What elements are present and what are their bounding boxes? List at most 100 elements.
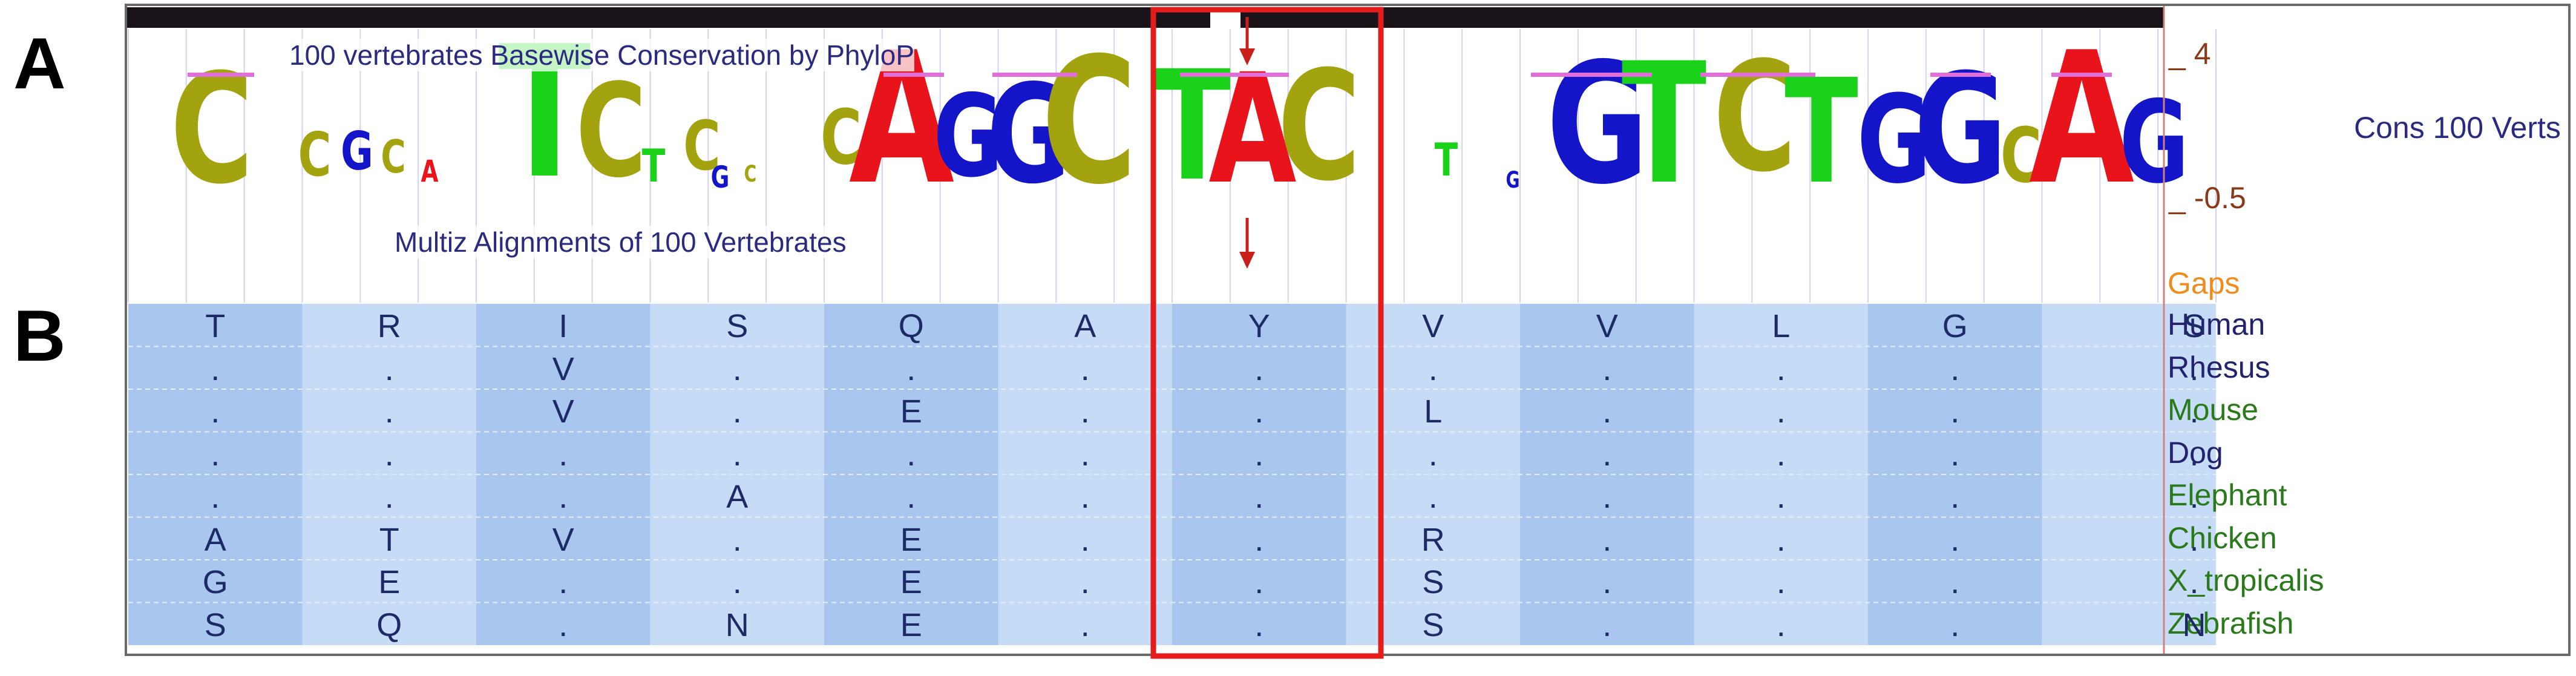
residue-cell: S: [1422, 606, 1444, 643]
logo-letter-c: C: [170, 42, 254, 218]
residue-cell: .: [1254, 393, 1264, 430]
residue-cell: S: [726, 308, 749, 344]
cons-track-label: Cons 100 Verts: [2354, 111, 2561, 145]
residue-cell: V: [552, 521, 574, 558]
residue-cell: T: [379, 521, 399, 558]
species-label: Human: [2168, 307, 2266, 341]
residue-cell: S: [1422, 564, 1444, 600]
residue-cell: .: [732, 521, 742, 558]
logo-letter-a: A: [1208, 42, 1296, 218]
residue-cell: E: [378, 564, 401, 600]
residue-cell: .: [732, 393, 742, 430]
residue-cell: .: [1602, 479, 1612, 515]
logo-letter-g: G: [1546, 27, 1648, 221]
residue-cell: .: [211, 350, 220, 387]
residue-cell: .: [1776, 521, 1786, 558]
logo-letter-g: G: [1914, 42, 2007, 218]
logo-letter-g: G: [987, 55, 1071, 214]
residue-cell: .: [1950, 606, 1960, 643]
residue-cell: Q: [376, 606, 402, 643]
logo-letter-a: A: [421, 154, 438, 189]
residue-cell: .: [384, 393, 394, 430]
conservation-bar: [1531, 73, 1652, 77]
residue-cell: .: [1080, 606, 1090, 643]
residue-cell: A: [204, 521, 226, 558]
residue-cell: .: [384, 350, 394, 387]
residue-cell: R: [1421, 521, 1445, 558]
axis-min-label: _ -0.5: [2169, 181, 2246, 215]
logo-letter-g: G: [711, 160, 730, 195]
logo-letter-c: C: [744, 160, 757, 187]
residue-cell: .: [1080, 564, 1090, 600]
residue-cell: V: [552, 350, 574, 387]
residue-cell: .: [2189, 393, 2199, 430]
residue-cell: .: [2189, 564, 2199, 600]
residue-cell: .: [559, 436, 568, 473]
position-bar: [127, 7, 2164, 28]
residue-cell: .: [1776, 436, 1786, 473]
residue-cell: .: [1254, 479, 1264, 515]
residue-cell: N: [725, 606, 749, 643]
residue-cell: .: [1602, 606, 1612, 643]
species-label: Elephant: [2168, 478, 2287, 512]
residue-cell: .: [1602, 436, 1612, 473]
residue-cell: .: [1254, 350, 1264, 387]
residue-cell: .: [1776, 606, 1786, 643]
alignment-background: [128, 304, 2216, 645]
logo-letter-g: G: [1506, 166, 1519, 193]
conservation-bar: [1700, 73, 1815, 77]
residue-cell: .: [1602, 393, 1612, 430]
residue-cell: .: [1950, 521, 1960, 558]
residue-cell: V: [552, 393, 574, 430]
residue-cell: .: [1428, 350, 1438, 387]
arrow-bottom: [1239, 218, 1255, 269]
conservation-bars: [188, 73, 2112, 77]
residue-cell: .: [1950, 479, 1960, 515]
logo-letter-c: C: [1277, 39, 1361, 215]
phylop-track-label: 100 vertebrates Basewise Conservation by…: [289, 39, 915, 71]
residue-cell: .: [906, 350, 916, 387]
logo-letter-t: T: [1153, 39, 1231, 215]
residue-cell: .: [1776, 350, 1786, 387]
residue-cell: E: [900, 564, 922, 600]
panel-label-b: B: [13, 295, 66, 376]
logo-letter-c: C: [2001, 112, 2042, 200]
residue-cell: .: [211, 436, 220, 473]
conservation-bar: [2051, 73, 2112, 77]
residue-cell: .: [1080, 436, 1090, 473]
residue-cell: .: [1776, 564, 1786, 600]
residue-cell: I: [559, 308, 568, 344]
logo-letter-c: C: [298, 119, 331, 190]
gaps-label: Gaps: [2168, 266, 2240, 300]
residue-cell: .: [732, 350, 742, 387]
residue-cell: .: [2189, 479, 2199, 515]
species-label: Mouse: [2168, 393, 2259, 427]
species-label: X_tropicalis: [2168, 563, 2324, 597]
residue-cell: .: [1776, 393, 1786, 430]
conservation-bar: [1930, 73, 1991, 77]
residue-cell: G: [202, 564, 228, 600]
residue-cell: .: [1950, 564, 1960, 600]
residue-cell: Q: [898, 308, 924, 344]
logo-letter-c: C: [381, 130, 405, 183]
logo-letter-g: G: [2119, 77, 2189, 209]
residue-cell: A: [1074, 308, 1096, 344]
residue-cell: S: [2183, 308, 2206, 344]
residue-cell: .: [211, 479, 220, 515]
residue-cell: T: [205, 308, 226, 344]
logo-letter-t: T: [1435, 133, 1458, 186]
residue-cell: V: [1596, 308, 1618, 344]
residue-cell: .: [1080, 521, 1090, 558]
residue-cell: E: [900, 606, 922, 643]
species-label: Dog: [2168, 435, 2223, 470]
highlight-box: [1150, 7, 1384, 659]
multiz-track-label: Multiz Alignments of 100 Vertebrates: [395, 226, 847, 258]
residue-cell: .: [559, 564, 568, 600]
residue-cell: .: [1428, 479, 1438, 515]
codon-column-background: [302, 304, 476, 645]
residue-cell: R: [377, 308, 401, 344]
position-marker: [1210, 10, 1240, 28]
species-label: Rhesus: [2168, 350, 2270, 384]
residue-cell: .: [1950, 350, 1960, 387]
